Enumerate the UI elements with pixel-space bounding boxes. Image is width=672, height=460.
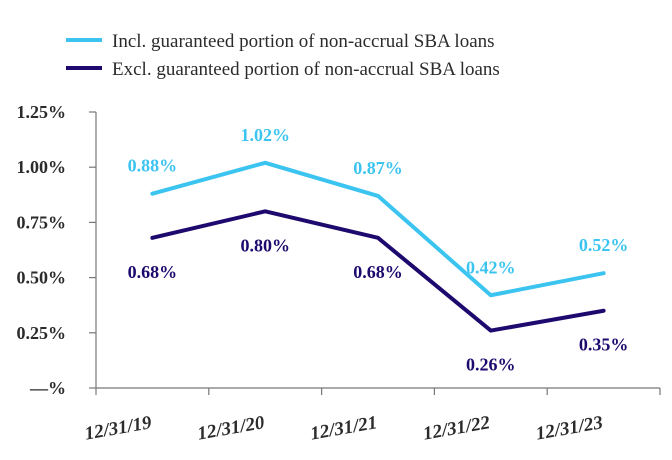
data-label: 0.68%	[353, 262, 403, 282]
y-tick-label: 0.75%	[17, 212, 67, 232]
series-line-1	[150, 160, 606, 298]
data-label: 0.35%	[579, 335, 629, 355]
data-label: 0.87%	[353, 158, 403, 178]
legend-entry-1: Incl. guaranteed portion of non-accrual …	[112, 31, 495, 52]
axes: —% 0.25% 0.50% 0.75% 1.00% 1.25% 12/31/19 12/31…	[17, 102, 661, 445]
data-label: 0.68%	[128, 262, 178, 282]
data-label: 0.52%	[579, 235, 629, 255]
data-labels: 0.88% 1.02% 0.87% 0.42% 0.52% 0.68% 0.80% 0.68%…	[128, 125, 629, 375]
data-label: 0.42%	[466, 257, 516, 277]
legend-entry-2: Excl. guaranteed portion of non-accrual …	[112, 59, 500, 80]
y-tick-label: —%	[29, 378, 66, 398]
data-label: 0.26%	[466, 355, 516, 375]
x-tick-label: 12/31/22	[421, 412, 492, 444]
x-tick-label: 12/31/21	[309, 412, 379, 444]
y-tick-label: 0.50%	[17, 268, 67, 288]
x-tick-label: 12/31/20	[196, 412, 267, 444]
x-tick-label: 12/31/19	[83, 412, 154, 444]
y-tick-label: 1.25%	[17, 102, 67, 122]
data-label: 0.88%	[128, 156, 178, 176]
x-tick-label: 12/31/23	[534, 412, 604, 444]
data-label: 0.80%	[240, 235, 290, 255]
series-layer	[150, 160, 606, 333]
y-tick-label: 1.00%	[17, 157, 67, 177]
legend: Incl. guaranteed portion of non-accrual …	[66, 31, 500, 80]
series-line-2	[150, 209, 606, 333]
y-tick-label: 0.25%	[17, 323, 67, 343]
data-label: 1.02%	[240, 125, 290, 145]
